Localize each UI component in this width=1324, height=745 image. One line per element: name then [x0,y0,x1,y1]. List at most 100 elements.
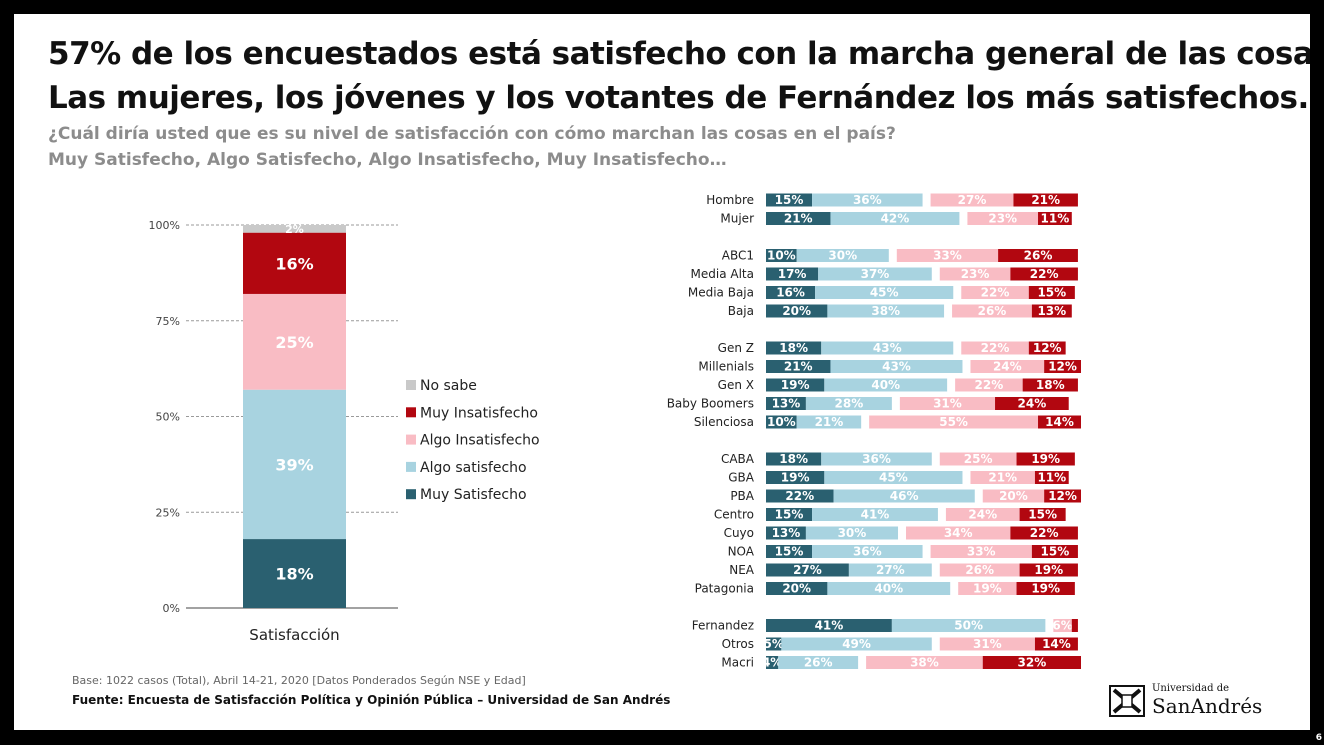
hbar-label: 22% [981,341,1010,355]
hbar-segment [1016,452,1075,466]
hbar-label: 14% [1042,637,1071,651]
hbar-label: 43% [873,341,902,355]
hbar-label: 37% [861,267,890,281]
row-label: Gen X [718,378,754,392]
hbar-label: 36% [853,545,882,559]
hbar-segment [939,267,1011,281]
hbar-segment [821,452,932,466]
hbar-label: 38% [871,304,900,318]
hbar-segment [899,397,996,410]
hbar-label: 33% [933,249,962,263]
hbar-label: 19% [1031,582,1060,596]
stacked-bar-segment [243,539,346,608]
hbar-label: 45% [870,286,899,300]
hbar-segment [967,212,1039,225]
hbar-segment [1028,286,1075,299]
hbar-segment [1031,304,1072,318]
hbar-label: 18% [779,341,808,355]
data-label: 25% [275,333,313,352]
logo-main-text: SanAndrés [1152,694,1263,718]
hbar-segment [982,656,1081,669]
legend-label: Algo Insatisfecho [420,433,540,449]
hbar-label: 5% [763,637,783,651]
hbar-segment [824,471,963,484]
y-tick-label: 25% [156,506,180,519]
row-label: Fernandez [692,619,754,633]
hbar-label: 26% [1024,249,1053,263]
hbar-segment [1022,378,1078,392]
slide: 57% de los encuestados está satisfecho c… [14,14,1310,730]
hbar-segment [766,637,782,651]
row-label: Centro [714,508,754,522]
hbar-segment [824,378,948,392]
row-label: Cuyo [724,526,754,540]
hbar-label: 19% [1034,563,1063,577]
hbar-segment [945,508,1020,521]
hbar-segment [796,249,889,262]
hbar-label: 36% [862,452,891,466]
hbar-label: 23% [988,212,1017,226]
hbar-segment [805,397,892,410]
hbar-label: 24% [1018,397,1047,411]
hbar-segment [958,582,1017,595]
hbar-segment [970,471,1035,484]
hbar-label: 55% [939,415,968,429]
row-label: Silenciosa [694,415,754,429]
row-label: ABC1 [722,249,754,263]
hbar-segment [906,526,1011,540]
hbar-label: 20% [782,582,811,596]
hbar-label: 17% [778,267,807,281]
page-number: 6 [1315,733,1322,743]
data-label: 16% [275,254,313,273]
hbar-label: 32% [1018,656,1047,670]
hbar-label: 31% [973,637,1002,651]
hbar-segment [1019,508,1066,521]
hbar-segment [766,378,825,392]
hbar-label: 49% [842,637,871,651]
y-tick-label: 100% [149,219,180,232]
hbar-label: 23% [961,267,990,281]
hbar-label: 21% [815,415,844,429]
base-note: Base: 1022 casos (Total), Abril 14-21, 2… [72,674,526,687]
hbar-label: 24% [993,360,1022,374]
hbar-segment [1053,619,1072,632]
hbar-segment [766,582,828,595]
hbar-segment [1010,526,1078,540]
hbar-segment [1010,267,1078,281]
legend-swatch [406,407,416,418]
legend-label: Algo satisfecho [420,460,527,476]
hbar-segment [766,563,849,577]
data-label: 18% [275,565,313,584]
hbar-segment [1038,415,1081,429]
legend-label: Muy Satisfecho [420,487,527,503]
question-line-2: Muy Satisfecho, Algo Satisfecho, Algo In… [48,150,727,170]
row-label: PBA [730,489,754,503]
hbar-label: 36% [853,193,882,207]
source-note: Fuente: Encuesta de Satisfacción Polític… [72,693,671,707]
hbar-segment [766,656,779,669]
hbar-label: 21% [1031,193,1060,207]
hbar-segment [998,249,1078,262]
hbar-label: 4% [762,656,782,670]
hbar-label: 14% [1045,415,1074,429]
hbar-segment [1044,489,1081,503]
hbar-segment [827,582,951,595]
stacked-bar-segment [243,232,346,294]
hbar-segment [939,452,1017,466]
legend-swatch [406,461,416,472]
hbar-segment [812,193,923,207]
hbar-segment [961,341,1029,355]
hbar-label: 12% [1048,360,1077,374]
hbar-label: 15% [1028,508,1057,522]
hbar-label: 19% [1031,452,1060,466]
hbar-label: 15% [775,193,804,207]
row-label: Otros [722,637,754,651]
row-label: Gen Z [718,341,754,355]
hbar-label: 24% [968,508,997,522]
hbar-label: 43% [882,360,911,374]
hbar-segment [995,397,1069,410]
hbar-segment [766,249,797,262]
hbar-label: 27% [876,563,905,577]
hbar-label: 13% [772,526,801,540]
hbar-segment [830,212,960,225]
